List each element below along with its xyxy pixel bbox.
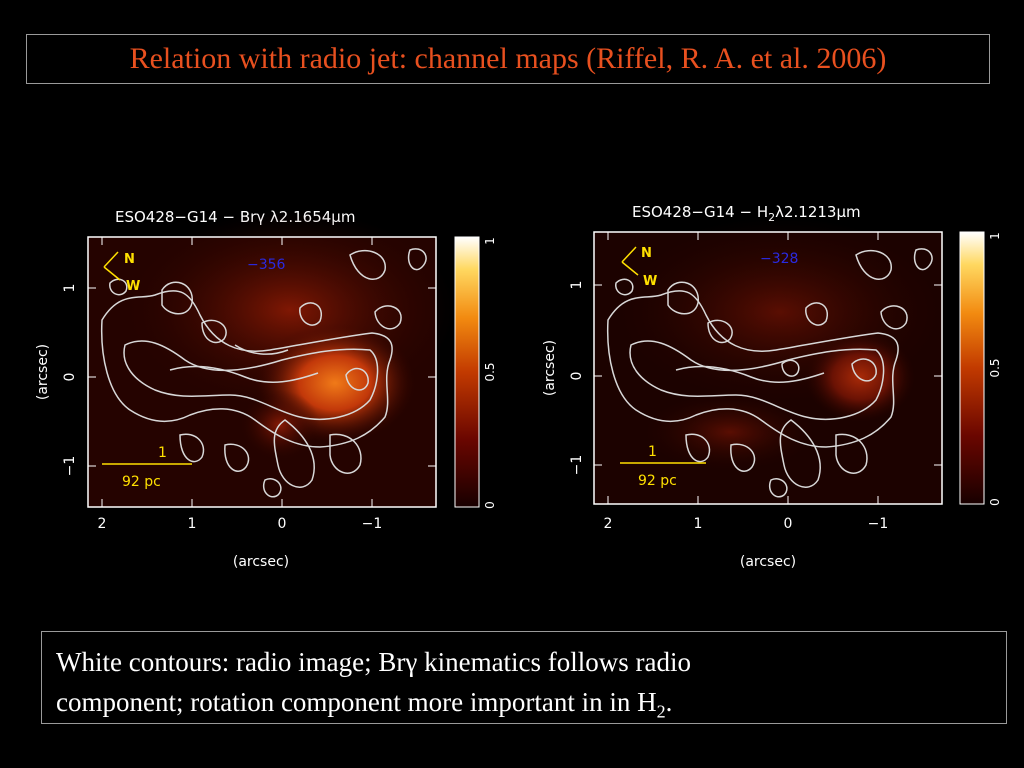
x-axis-label: (arcsec) <box>740 554 796 570</box>
brgamma-channel-map: ESO428−G14 − Brγ λ2.1654μm N W −356 1 92… <box>35 208 497 570</box>
contour <box>781 359 800 377</box>
colorbar-tick-label: 1 <box>988 232 1002 240</box>
contour <box>855 249 892 280</box>
contour <box>707 319 733 344</box>
colorbar-tick-label: 1 <box>483 237 497 245</box>
scale-bar-physical: 92 pc <box>638 473 677 489</box>
contour <box>263 478 282 498</box>
x-tick-label: 2 <box>604 516 613 532</box>
x-tick-label: 1 <box>188 516 197 532</box>
scale-bar-arcsec: 1 <box>648 444 657 460</box>
contour <box>329 433 362 474</box>
contour <box>851 358 877 382</box>
colorbar <box>454 236 480 508</box>
y-tick-label: −1 <box>569 455 585 476</box>
contour <box>100 290 393 448</box>
compass-north: N <box>124 252 135 267</box>
x-tick-label: 2 <box>98 516 107 532</box>
contour <box>913 248 933 271</box>
slide-title: Relation with radio jet: channel maps (R… <box>129 42 887 75</box>
frame-ticks <box>88 237 436 507</box>
scale-bar-arcsec: 1 <box>158 445 167 461</box>
contour <box>234 344 289 355</box>
contour <box>779 419 821 488</box>
x-tick-label: 0 <box>278 516 287 532</box>
h2-channel-map: ESO428−G14 − H2λ2.1213μm N W −328 1 92 p… <box>542 203 1002 570</box>
x-tick-label: −1 <box>868 516 889 532</box>
y-tick-label: 0 <box>569 372 585 381</box>
caption-line-1: White contours: radio image; Brγ kinemat… <box>56 647 692 677</box>
contour <box>345 367 369 391</box>
y-tick-label: −1 <box>62 456 78 477</box>
radio-contours <box>100 248 427 498</box>
contour <box>224 443 250 472</box>
colorbar-tick-label: 0 <box>483 501 497 509</box>
colorbar-tick-label: 0.5 <box>988 358 1002 377</box>
panel-title: ESO428−G14 − H2λ2.1213μm <box>632 203 861 224</box>
contour <box>123 340 379 420</box>
y-axis-label: (arcsec) <box>35 344 51 400</box>
contour <box>629 340 885 420</box>
y-axis-label: (arcsec) <box>542 340 558 396</box>
x-axis-label: (arcsec) <box>233 554 289 570</box>
contour <box>299 302 323 326</box>
contour <box>805 302 829 326</box>
contour <box>407 248 427 271</box>
colorbar <box>959 231 985 505</box>
contour <box>685 433 711 463</box>
emission-blob <box>805 332 915 422</box>
map-frame <box>87 236 437 508</box>
compass-arrows <box>103 251 121 281</box>
x-tick-label: 0 <box>784 516 793 532</box>
colorbar-tick-label: 0 <box>988 498 1002 506</box>
colorbar-tick-label: 0.5 <box>483 362 497 381</box>
caption-text: component; rotation component more impor… <box>56 687 657 717</box>
map-frame <box>593 231 943 505</box>
contour <box>273 419 315 488</box>
emission-blob <box>640 392 820 472</box>
scale-bar-physical: 92 pc <box>122 474 161 490</box>
contour <box>730 443 756 472</box>
x-tick-label: −1 <box>362 516 383 532</box>
y-tick-label: 1 <box>62 284 78 293</box>
contour <box>606 290 899 448</box>
contour <box>161 281 193 315</box>
y-tick-label: 0 <box>62 373 78 382</box>
title-box: Relation with radio jet: channel maps (R… <box>26 34 990 84</box>
contour <box>675 365 825 383</box>
contour <box>769 478 788 498</box>
contour <box>615 278 634 296</box>
caption-period: . <box>665 687 673 717</box>
contour <box>374 305 402 330</box>
contour <box>169 365 319 383</box>
x-tick-label: 1 <box>694 516 703 532</box>
frame-ticks <box>594 232 942 504</box>
caption-line-2: component; rotation component more impor… <box>56 682 992 731</box>
radio-contours <box>606 248 933 498</box>
contour <box>667 281 699 315</box>
contour <box>835 433 868 474</box>
contour <box>201 319 227 344</box>
contour <box>179 433 205 463</box>
contour <box>109 278 128 296</box>
compass-west: W <box>126 279 140 294</box>
compass-arrows <box>621 246 639 276</box>
contour <box>880 305 908 330</box>
compass-west: W <box>643 274 657 289</box>
velocity-label: −356 <box>247 257 286 273</box>
caption-box: White contours: radio image; Brγ kinemat… <box>41 631 1007 724</box>
velocity-label: −328 <box>760 251 798 267</box>
y-tick-label: 1 <box>569 281 585 290</box>
contour <box>349 249 386 280</box>
compass-north: N <box>641 246 652 261</box>
caption-subscript: 2 <box>656 701 666 722</box>
